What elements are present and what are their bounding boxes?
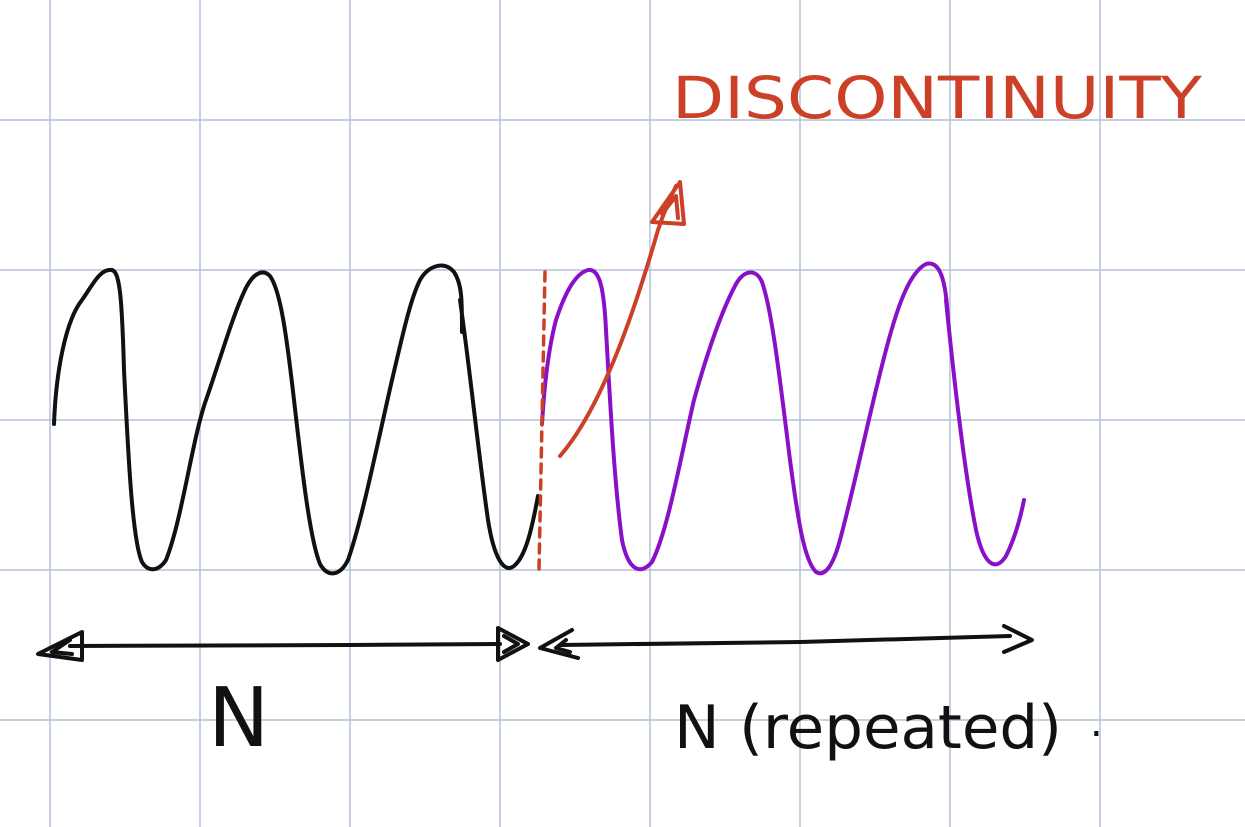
right-span-arrow-head-left	[538, 628, 580, 660]
right-span-arrow	[538, 624, 1034, 660]
original-signal-wave	[52, 263, 540, 576]
discontinuity-label: DISCONTINUITY	[672, 64, 1203, 132]
left-span-arrow	[36, 626, 530, 662]
left-span-arrow-shaft	[68, 642, 502, 648]
left-span-arrow-head-left	[36, 630, 84, 662]
right-span-label: N (repeated)	[674, 693, 1062, 763]
left-span-arrow-head-left-fill	[50, 638, 74, 656]
right-span-arrow-shaft	[558, 634, 1012, 647]
right-span-arrow-head-left-fill	[554, 638, 572, 654]
left-span-arrow-head-right-fill	[502, 634, 520, 654]
trailing-dot: .	[1090, 700, 1103, 746]
pointer-arrow	[558, 180, 686, 458]
left-span-label: N	[208, 671, 269, 766]
left-span-arrow-head-right	[496, 626, 530, 662]
pointer-arrow-head-stroke	[660, 194, 680, 220]
discontinuity-marker-line	[537, 270, 547, 572]
pointer-arrow-head	[650, 180, 686, 226]
pointer-arrow-shaft	[558, 184, 678, 458]
right-span-arrow-head-right	[1002, 624, 1034, 654]
repeated-signal-wave	[540, 261, 1026, 576]
